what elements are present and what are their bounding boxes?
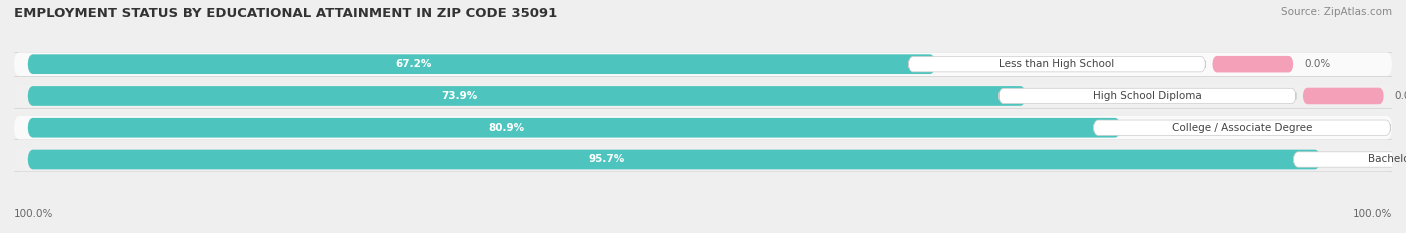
- Text: 100.0%: 100.0%: [14, 209, 53, 219]
- FancyBboxPatch shape: [14, 116, 1392, 140]
- Text: 67.2%: 67.2%: [395, 59, 432, 69]
- Text: Bachelor’s Degree or higher: Bachelor’s Degree or higher: [1368, 154, 1406, 164]
- FancyBboxPatch shape: [28, 86, 1026, 106]
- FancyBboxPatch shape: [28, 118, 1121, 137]
- FancyBboxPatch shape: [998, 88, 1296, 104]
- Text: Less than High School: Less than High School: [1000, 59, 1115, 69]
- Text: 0.0%: 0.0%: [1305, 59, 1330, 69]
- FancyBboxPatch shape: [908, 56, 1205, 72]
- Text: 0.0%: 0.0%: [1395, 91, 1406, 101]
- FancyBboxPatch shape: [1303, 88, 1384, 104]
- Text: 100.0%: 100.0%: [1353, 209, 1392, 219]
- Text: Source: ZipAtlas.com: Source: ZipAtlas.com: [1281, 7, 1392, 17]
- Text: 73.9%: 73.9%: [441, 91, 477, 101]
- FancyBboxPatch shape: [14, 148, 1392, 171]
- FancyBboxPatch shape: [28, 150, 1320, 169]
- FancyBboxPatch shape: [14, 84, 1392, 108]
- FancyBboxPatch shape: [1294, 152, 1406, 167]
- FancyBboxPatch shape: [1094, 120, 1391, 135]
- FancyBboxPatch shape: [28, 54, 935, 74]
- Text: 95.7%: 95.7%: [588, 154, 624, 164]
- FancyBboxPatch shape: [14, 52, 1392, 76]
- Text: College / Associate Degree: College / Associate Degree: [1171, 123, 1312, 133]
- Text: High School Diploma: High School Diploma: [1092, 91, 1202, 101]
- Text: 80.9%: 80.9%: [488, 123, 524, 133]
- FancyBboxPatch shape: [1212, 56, 1294, 72]
- Text: EMPLOYMENT STATUS BY EDUCATIONAL ATTAINMENT IN ZIP CODE 35091: EMPLOYMENT STATUS BY EDUCATIONAL ATTAINM…: [14, 7, 557, 20]
- FancyBboxPatch shape: [1398, 120, 1406, 136]
